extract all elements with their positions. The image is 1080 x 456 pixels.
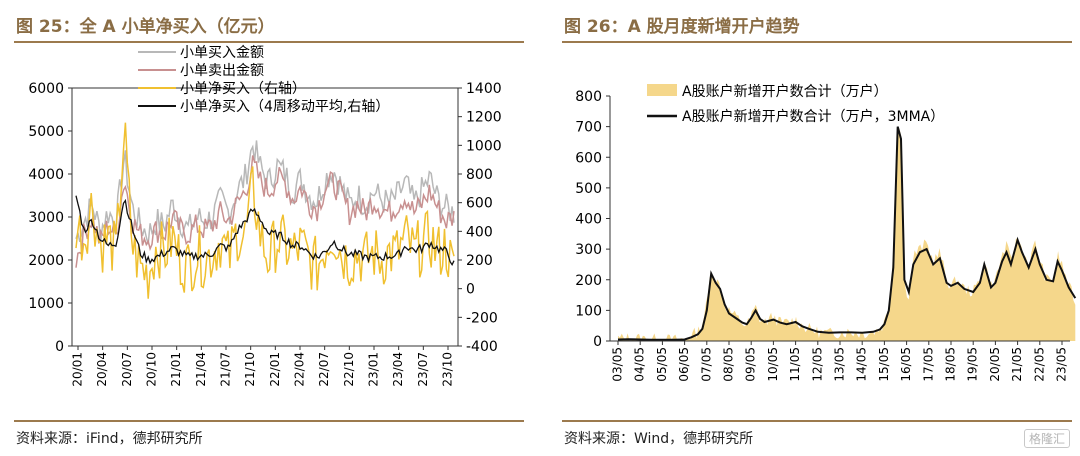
left-chart-svg: 0 1000 2000 3000 4000 5000 6000 -400 -200 0 200 400… xyxy=(28,45,502,387)
right-x-tick-label: 08/05 xyxy=(722,347,736,382)
left-y2-tick-label: 600 xyxy=(466,196,493,212)
right-x-tick-label: 10/05 xyxy=(766,347,780,382)
right-x-tick-label: 05/05 xyxy=(655,347,669,382)
right-figure-title: 图 26：A 股月度新增开户趋势 xyxy=(564,17,800,37)
left-x-tick-label: 22/07 xyxy=(317,352,331,387)
watermark-logo: 格隆汇 xyxy=(1023,429,1070,448)
left-x-tick-label: 20/04 xyxy=(95,352,109,387)
left-x-tick-label: 21/04 xyxy=(194,352,208,387)
right-x-tick-label: 03/05 xyxy=(611,347,625,382)
right-title-rule xyxy=(562,41,1072,43)
right-source-rule xyxy=(562,420,1072,422)
left-series-line-2 xyxy=(75,155,455,268)
right-chart-svg: 0 100 200 300 400 500 600 700 800 03/05 04/05 05/05… xyxy=(575,83,1077,382)
left-legend-label-3: 小单净买入（右轴） xyxy=(180,81,306,97)
right-x-tick-label: 06/05 xyxy=(677,347,691,382)
left-x-tick-label: 23/10 xyxy=(441,352,455,387)
right-mma-line xyxy=(617,126,1077,341)
left-x-tick-label: 21/10 xyxy=(243,352,257,387)
left-legend-label-4: 小单净买入（4周移动平均,右轴） xyxy=(180,99,389,115)
left-x-tick-label: 20/07 xyxy=(120,352,134,387)
right-x-tick-label: 21/05 xyxy=(1010,347,1024,382)
right-x-tick-label: 20/05 xyxy=(988,347,1002,382)
left-y2-tick-label: 0 xyxy=(466,282,475,298)
left-y2-tick-label: 1000 xyxy=(466,138,502,154)
left-y-tick-label: 4000 xyxy=(28,167,64,183)
left-x-tick-label: 21/07 xyxy=(219,352,233,387)
left-y2-tick-label: 200 xyxy=(466,253,493,269)
right-x-tick-label: 22/05 xyxy=(1032,347,1046,382)
right-figure-panel: 图 26：A 股月度新增开户趋势 0 100 200 300 400 500 600 700 8… xyxy=(548,0,1080,456)
left-series-line-3 xyxy=(75,122,455,299)
left-y-tick-label: 1000 xyxy=(28,296,64,312)
right-y-tick-label: 0 xyxy=(593,334,602,350)
right-y-tick-label: 300 xyxy=(575,242,602,258)
left-x-tick-label: 23/04 xyxy=(391,352,405,387)
right-x-tick-label: 18/05 xyxy=(944,347,958,382)
right-x-tick-label: 17/05 xyxy=(921,347,935,382)
right-y-tick-label: 200 xyxy=(575,273,602,289)
left-figure-title: 图 25：全 A 小单净买入（亿元） xyxy=(16,17,275,37)
left-x-tick-label: 21/01 xyxy=(169,352,183,387)
right-x-tick-label: 16/05 xyxy=(899,347,913,382)
left-x-tick-label: 23/07 xyxy=(416,352,430,387)
left-y-tick-label: 2000 xyxy=(28,253,64,269)
left-title-rule xyxy=(14,41,524,43)
right-legend-swatch-1 xyxy=(647,84,677,96)
right-y-tick-label: 100 xyxy=(575,303,602,319)
right-area-series xyxy=(618,128,1076,341)
left-y2-tick-label: -200 xyxy=(466,310,498,326)
right-x-tick-label: 15/05 xyxy=(877,347,891,382)
left-y2-tick-label: -400 xyxy=(466,339,498,355)
left-x-tick-label: 22/04 xyxy=(293,352,307,387)
right-legend-label-2: A股账户新增开户数合计（万户，3MMA） xyxy=(682,108,944,125)
left-y-tick-label: 5000 xyxy=(28,124,64,140)
left-y-tick-label: 0 xyxy=(55,339,64,355)
left-x-tick-label: 23/01 xyxy=(367,352,381,387)
right-x-tick-label: 04/05 xyxy=(633,347,647,382)
right-x-tick-label: 13/05 xyxy=(833,347,847,382)
left-legend-label-2: 小单卖出金额 xyxy=(180,63,264,79)
right-y-tick-label: 800 xyxy=(575,89,602,105)
left-y2-tick-label: 1200 xyxy=(466,110,502,126)
right-x-tick-label: 19/05 xyxy=(966,347,980,382)
left-figure-panel: 图 25：全 A 小单净买入（亿元） 0 1000 2000 3000 4000 5000… xyxy=(0,0,532,456)
left-y-tick-label: 6000 xyxy=(28,81,64,97)
right-x-tick-label: 14/05 xyxy=(855,347,869,382)
right-y-tick-label: 600 xyxy=(575,150,602,166)
right-y-tick-label: 400 xyxy=(575,212,602,228)
right-y-tick-label: 500 xyxy=(575,181,602,197)
right-x-tick-label: 07/05 xyxy=(699,347,713,382)
left-x-tick-label: 20/01 xyxy=(71,352,85,387)
right-x-tick-label: 23/05 xyxy=(1055,347,1069,382)
left-y2-tick-label: 400 xyxy=(466,224,493,240)
right-source-text: 资料来源：Wind，德邦研究所 xyxy=(564,431,754,447)
right-y-tick-label: 700 xyxy=(575,120,602,136)
left-y-tick-label: 3000 xyxy=(28,210,64,226)
left-y2-tick-label: 800 xyxy=(466,167,493,183)
right-x-tick-label: 09/05 xyxy=(744,347,758,382)
right-x-tick-label: 12/05 xyxy=(810,347,824,382)
right-x-tick-label: 11/05 xyxy=(788,347,802,382)
left-legend-label-1: 小单买入金额 xyxy=(180,45,264,61)
right-legend-label-1: A股账户新增开户数合计（万户） xyxy=(682,83,888,100)
left-x-tick-label: 22/10 xyxy=(342,352,356,387)
left-x-tick-label: 20/10 xyxy=(145,352,159,387)
left-source-rule xyxy=(14,420,524,422)
left-source-text: 资料来源：iFind，德邦研究所 xyxy=(16,431,203,447)
left-series-line-4 xyxy=(75,195,455,267)
left-x-tick-label: 22/01 xyxy=(268,352,282,387)
left-y2-tick-label: 1400 xyxy=(466,81,502,97)
